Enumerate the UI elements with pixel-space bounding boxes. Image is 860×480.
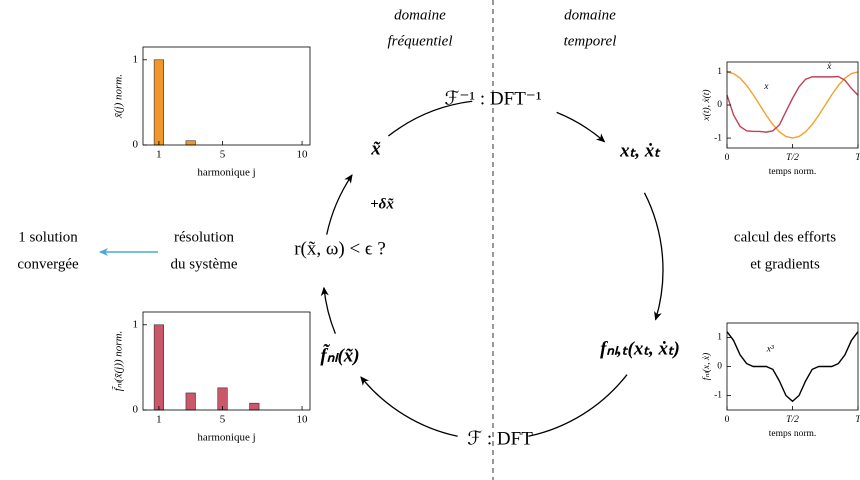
side-text: convergée: [17, 256, 79, 272]
series-label: x³: [766, 344, 774, 354]
cycle-arc: [556, 111, 606, 143]
y-axis-label: x(t), ẋ(t): [701, 89, 712, 121]
node-label: xₜ, ẋₜ: [619, 140, 661, 161]
y-axis-label: f̃ₙₗ(x̃(j)) norm.: [111, 331, 124, 392]
side-text: et gradients: [750, 256, 820, 272]
y-tick-label: -1: [714, 133, 722, 143]
x-axis-label: harmonique j: [197, 167, 255, 179]
side-text: du système: [170, 256, 237, 272]
cycle-arc: [320, 286, 336, 334]
chart: 1 5 10 0 1 harmonique j x̃(j) norm.: [113, 46, 311, 179]
bar: [185, 140, 196, 146]
x-tick-label: 1: [156, 149, 162, 161]
side-text: résolution: [174, 229, 234, 245]
cycle-arc: [643, 192, 664, 321]
series-label: ẋ: [826, 62, 832, 72]
cycle-arc: [326, 174, 353, 235]
heading-line: fréquentiel: [388, 33, 453, 49]
heading-line: temporel: [564, 33, 617, 49]
plot-frame: [726, 61, 859, 149]
heading-line: domaine: [394, 7, 446, 23]
y-tick-label: 1: [717, 67, 722, 77]
series-label: x: [763, 82, 769, 92]
x-axis-label: temps norm.: [769, 167, 817, 177]
x-tick-label: 5: [220, 414, 226, 426]
node-label: f̃ₙₗ(x̃): [320, 344, 359, 366]
heading-line: domaine: [564, 7, 616, 23]
bar: [185, 392, 196, 411]
y-tick-label: -1: [714, 391, 722, 401]
y-tick-label: 0: [133, 404, 139, 416]
y-tick-label: 0: [133, 139, 139, 151]
bar: [153, 324, 164, 411]
series-line: [726, 75, 859, 133]
y-tick-label: 0: [717, 362, 722, 372]
x-tick-label: T/2: [786, 415, 799, 425]
y-tick-label: 1: [133, 318, 139, 330]
y-tick-label: 1: [133, 53, 139, 65]
side-text: calcul des efforts: [734, 229, 836, 245]
cycle-arc: [528, 374, 628, 437]
plot-frame: [726, 322, 859, 411]
series-line: [726, 71, 859, 139]
bar: [153, 59, 164, 146]
chart: 1 5 10 0 1 harmonique j f̃ₙₗ(x̃(j)) norm.: [111, 311, 311, 444]
node-label: x̃: [370, 138, 381, 159]
series-line: [726, 331, 859, 403]
x-tick-label: T: [855, 415, 860, 425]
x-tick-label: 0: [725, 415, 730, 425]
bar: [249, 402, 260, 411]
chart: x³ 0 T/2 T -1 0 1 temps norm. fₙₗ(x, ẋ): [701, 322, 860, 439]
side-text: 1 solution: [18, 229, 78, 245]
plot-frame: [142, 311, 311, 411]
plot-frame: [142, 46, 311, 146]
x-tick-label: 10: [297, 414, 309, 426]
y-tick-label: 0: [717, 100, 722, 110]
x-tick-label: 0: [725, 153, 730, 163]
update-label: +δx̃: [370, 196, 394, 212]
x-tick-label: T/2: [786, 153, 799, 163]
node-label: r(x̃, ω) < ϵ ?: [294, 238, 386, 259]
x-tick-label: 5: [220, 149, 226, 161]
y-axis-label: fₙₗ(x, ẋ): [701, 353, 712, 381]
y-tick-label: 1: [717, 333, 722, 343]
node-label: ℱ : DFT: [467, 428, 533, 449]
cycle-arc: [360, 376, 458, 437]
y-axis-label: x̃(j) norm.: [113, 74, 125, 119]
node-label: ℱ⁻¹ : DFT⁻¹: [444, 88, 541, 109]
node-label: fₙₗ,ₜ(xₜ, ẋₜ): [600, 338, 680, 359]
x-axis-label: harmonique j: [197, 432, 255, 444]
x-tick-label: 1: [156, 414, 162, 426]
x-tick-label: T: [855, 153, 860, 163]
x-tick-label: 10: [297, 149, 309, 161]
cycle-arc: [387, 100, 473, 137]
x-axis-label: temps norm.: [769, 429, 817, 439]
